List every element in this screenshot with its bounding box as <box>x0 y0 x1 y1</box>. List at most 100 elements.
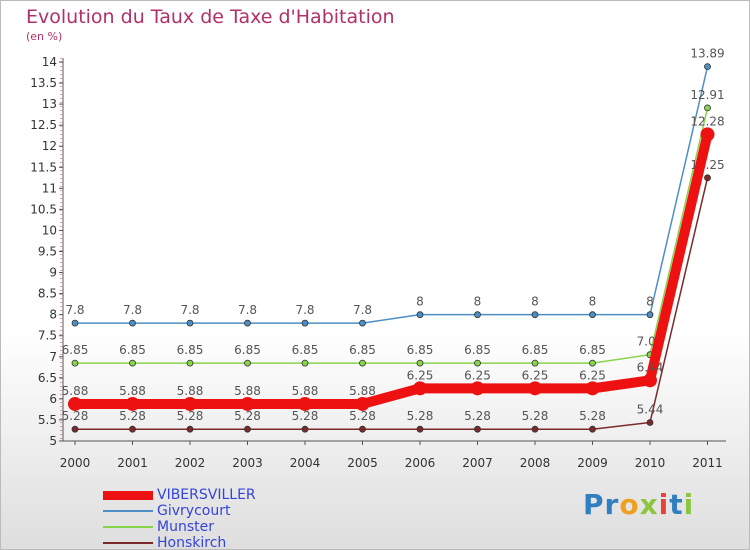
y-tick-label: 14 <box>42 55 57 69</box>
legend-label-honskirch: Honskirch <box>157 535 227 550</box>
legend-swatch-munster <box>103 526 153 528</box>
data-label-givrycourt: 13.89 <box>690 47 724 61</box>
series-line-givrycourt <box>74 65 709 324</box>
x-tick-label: 2008 <box>520 456 551 470</box>
x-tick-label: 2010 <box>635 456 666 470</box>
data-label-givrycourt: 8 <box>531 295 539 309</box>
data-point-honskirch <box>301 425 309 433</box>
data-label-honskirch: 5.28 <box>119 409 146 423</box>
data-point-munster <box>301 359 309 367</box>
y-tick-label: 6.5 <box>38 371 57 385</box>
data-label-munster: 6.85 <box>579 343 606 357</box>
data-label-vibersviller: 6.25 <box>407 368 434 382</box>
data-label-munster: 6.85 <box>464 343 491 357</box>
data-point-munster <box>129 359 136 367</box>
data-point-givrycourt <box>186 319 194 327</box>
data-label-vibersviller: 5.88 <box>234 384 261 398</box>
y-tick-label: 10 <box>42 223 57 237</box>
data-point-munster <box>416 359 424 367</box>
data-point-vibersviller <box>700 127 715 142</box>
data-point-givrycourt <box>531 311 539 319</box>
y-tick-label: 13 <box>42 97 57 111</box>
data-label-givrycourt: 8 <box>474 295 482 309</box>
data-point-givrycourt <box>646 311 654 319</box>
data-point-munster <box>244 359 251 367</box>
y-tick-label: 8.5 <box>38 287 57 301</box>
data-label-honskirch: 5.28 <box>579 409 606 423</box>
data-label-vibersviller: 6.25 <box>522 368 549 382</box>
data-point-honskirch <box>416 425 424 433</box>
data-label-munster: 6.85 <box>62 343 89 357</box>
data-label-vibersviller: 5.88 <box>177 384 204 398</box>
data-point-vibersviller <box>125 396 140 411</box>
data-point-honskirch <box>359 425 366 433</box>
y-tick-label: 10.5 <box>30 202 57 216</box>
legend-item-honskirch: Honskirch <box>103 535 323 550</box>
data-point-vibersviller <box>183 396 197 411</box>
data-point-honskirch <box>71 425 79 433</box>
y-tick-label: 11 <box>42 181 57 195</box>
data-point-givrycourt <box>474 311 481 319</box>
data-label-honskirch: 5.28 <box>464 409 491 423</box>
y-tick-label: 12 <box>42 139 57 153</box>
data-label-givrycourt: 7.8 <box>180 303 199 317</box>
data-point-munster <box>704 104 711 112</box>
y-tick-label: 9 <box>49 266 57 280</box>
data-label-givrycourt: 7.8 <box>353 303 372 317</box>
data-label-munster: 6.85 <box>407 343 434 357</box>
legend-label-givrycourt: Givrycourt <box>157 503 231 519</box>
y-tick-label: 7 <box>49 350 57 364</box>
data-point-honskirch <box>646 419 654 426</box>
data-point-honskirch <box>244 425 251 433</box>
x-tick-label: 2001 <box>117 456 148 470</box>
y-tick-label: 6 <box>49 392 57 406</box>
data-point-givrycourt <box>704 63 711 71</box>
data-point-vibersviller <box>298 396 312 411</box>
y-tick-label: 5 <box>49 434 57 448</box>
data-label-honskirch: 5.28 <box>234 409 261 423</box>
data-point-vibersviller <box>643 373 657 388</box>
legend: VIBERSVILLER Givrycourt Munster Honskirc… <box>103 487 323 550</box>
data-point-munster <box>589 359 596 367</box>
data-label-vibersviller: 5.88 <box>349 384 376 398</box>
data-point-munster <box>186 359 194 367</box>
data-label-givrycourt: 7.8 <box>295 303 314 317</box>
data-label-givrycourt: 7.8 <box>238 303 257 317</box>
data-point-vibersviller <box>528 381 542 396</box>
x-tick-label: 2007 <box>462 456 493 470</box>
data-point-munster <box>71 359 79 367</box>
data-point-munster <box>359 359 366 367</box>
data-point-vibersviller <box>68 396 82 411</box>
data-point-honskirch <box>589 425 596 433</box>
legend-item-munster: Munster <box>103 519 323 535</box>
series-line-munster <box>74 107 709 364</box>
legend-item-givrycourt: Givrycourt <box>103 503 323 519</box>
data-label-munster: 12.91 <box>690 88 724 102</box>
data-label-munster: 6.85 <box>177 343 204 357</box>
data-label-honskirch: 5.28 <box>522 409 549 423</box>
data-label-munster: 6.85 <box>349 343 376 357</box>
data-label-honskirch: 5.28 <box>292 409 319 423</box>
x-tick-label: 2003 <box>232 456 263 470</box>
data-label-givrycourt: 8 <box>589 295 597 309</box>
data-label-vibersviller: 6.44 <box>637 360 664 374</box>
data-label-vibersviller: 5.88 <box>119 384 146 398</box>
y-tick-label: 13.5 <box>30 76 57 90</box>
data-point-munster <box>474 359 481 367</box>
data-label-honskirch: 5.28 <box>177 409 204 423</box>
data-point-honskirch <box>704 174 711 182</box>
data-label-givrycourt: 8 <box>416 295 424 309</box>
y-tick-label: 11.5 <box>30 160 57 174</box>
data-label-vibersviller: 6.25 <box>579 368 606 382</box>
data-point-honskirch <box>129 425 136 433</box>
chart-title: Evolution du Taux de Taxe d'Habitation <box>26 6 395 28</box>
data-label-honskirch: 5.44 <box>637 402 664 416</box>
legend-item-vibersviller: VIBERSVILLER <box>103 487 323 503</box>
x-tick-label: 2005 <box>347 456 378 470</box>
legend-swatch-givrycourt <box>103 510 153 512</box>
data-point-honskirch <box>531 425 539 433</box>
series-line-vibersviller <box>70 129 713 409</box>
data-point-honskirch <box>186 425 194 433</box>
x-tick-label: 2002 <box>175 456 206 470</box>
